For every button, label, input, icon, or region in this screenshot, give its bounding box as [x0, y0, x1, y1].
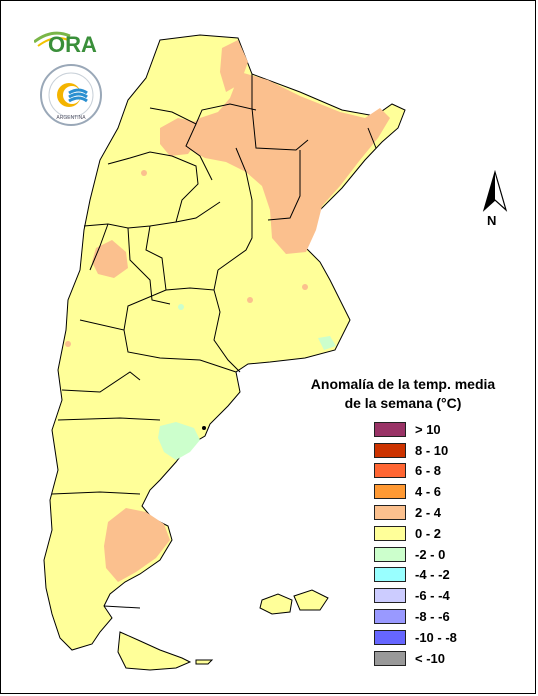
legend-label: 6 - 8 [415, 463, 442, 479]
legend-swatch [374, 567, 406, 583]
legend-row: -10 - -8 [374, 627, 457, 648]
ora-logo-text: ORA [48, 32, 97, 56]
legend-label: -4 - -2 [415, 567, 450, 583]
legend-label: -10 - -8 [415, 629, 457, 645]
legend-label: > 10 [415, 421, 441, 437]
anomaly-zone-patagonia [104, 508, 170, 582]
legend-row: 8 - 10 [374, 440, 457, 461]
tierra-del-fuego [117, 631, 192, 671]
legend-row: 2 - 4 [374, 502, 457, 523]
legend-swatch [374, 525, 406, 541]
legend-swatch [374, 546, 406, 562]
isla-de-los-estados [195, 659, 214, 665]
province-borders [51, 74, 377, 609]
north-label: N [487, 213, 497, 228]
legend-row: 6 - 8 [374, 461, 457, 482]
map-marker-cordoba [202, 426, 206, 430]
legend-title-line2: de la semana (°C) [344, 395, 462, 411]
ora-logo: ORA [34, 31, 97, 56]
legend-swatch [374, 484, 406, 500]
legend-swatch [374, 442, 406, 458]
legend-swatch [374, 588, 406, 604]
legend-label: 0 - 2 [415, 525, 442, 541]
legend-label: 8 - 10 [415, 442, 449, 458]
malvinas-islands [259, 589, 329, 615]
smn-logo: ARGENTINA [40, 64, 102, 126]
smn-logo-text: ARGENTINA [56, 115, 86, 121]
legend-swatch [374, 650, 406, 666]
legend-swatch [374, 505, 406, 521]
anomaly-zone-northwest [220, 40, 248, 92]
legend-label: < -10 [415, 650, 445, 666]
legend-row: > 10 [374, 419, 457, 440]
anomaly-zone-baires-coast [318, 336, 336, 350]
legend-label: 2 - 4 [415, 505, 442, 521]
legend-row: -6 - -4 [374, 585, 457, 606]
anomaly-dot-baires [302, 284, 308, 290]
legend-label: -8 - -6 [415, 609, 450, 625]
north-arrow-icon [482, 170, 508, 212]
anomaly-dot-cold [178, 304, 184, 310]
anomaly-zone-chubut-coast [158, 422, 200, 460]
legend-label: -2 - 0 [415, 546, 446, 562]
anomaly-dot-pampa [247, 297, 253, 303]
anomaly-dot-neuquen [65, 341, 71, 347]
legend-row: 4 - 6 [374, 481, 457, 502]
legend-row: -4 - -2 [374, 565, 457, 586]
legend: > 10 8 - 10 6 - 8 4 - 6 2 - 4 0 - 2 -2 - 0 -4 -… [374, 419, 457, 669]
legend-swatch [374, 629, 406, 645]
legend-swatch [374, 421, 406, 437]
anomaly-zone-cuyo [92, 240, 128, 278]
legend-swatch [374, 609, 406, 625]
anomaly-dot-tucuman [141, 170, 147, 176]
legend-row: -2 - 0 [374, 544, 457, 565]
legend-label: -6 - -4 [415, 588, 450, 604]
legend-swatch [374, 463, 406, 479]
legend-label: 4 - 6 [415, 484, 442, 500]
legend-row: 0 - 2 [374, 523, 457, 544]
legend-row: -8 - -6 [374, 606, 457, 627]
anomaly-zone-northeast [186, 72, 390, 254]
legend-title-line1: Anomalía de la temp. media [310, 376, 496, 392]
legend-row: < -10 [374, 648, 457, 669]
anomaly-zone-salta [160, 118, 198, 156]
